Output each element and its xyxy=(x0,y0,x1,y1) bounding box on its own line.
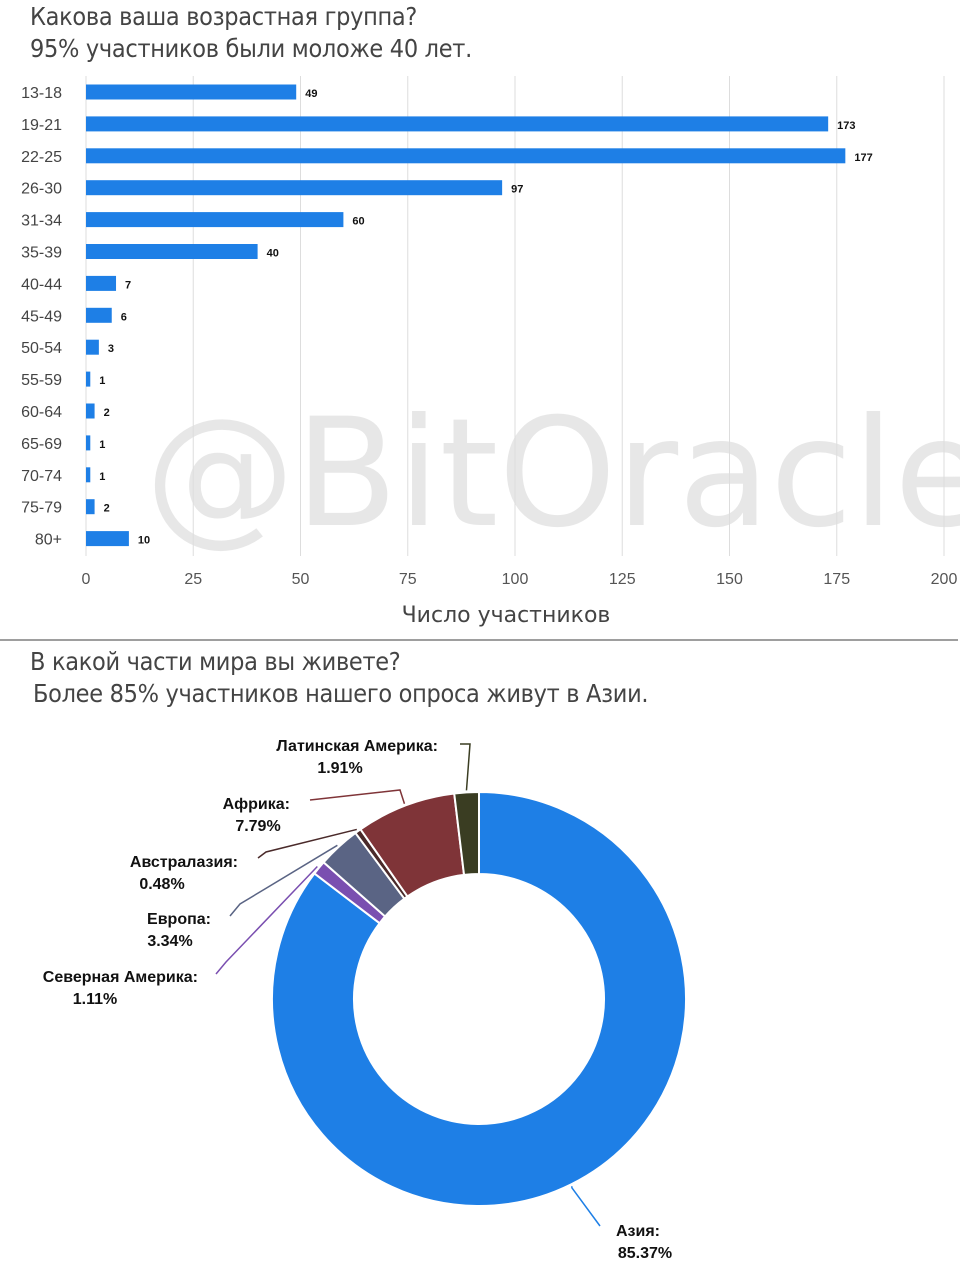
category-label: 31-34 xyxy=(21,213,62,230)
bar-value-label: 177 xyxy=(854,152,872,164)
leader-line xyxy=(309,789,406,804)
bar xyxy=(86,84,297,100)
category-label: 50-54 xyxy=(21,340,62,357)
bar-value-label: 2 xyxy=(104,407,110,419)
slice-name-label: Северная Америка: xyxy=(43,969,198,986)
category-label: 65-69 xyxy=(21,436,62,453)
bar xyxy=(86,180,503,196)
bar xyxy=(86,244,258,259)
leader-line xyxy=(215,866,318,975)
x-tick-label: 150 xyxy=(716,571,743,588)
category-label: 35-39 xyxy=(21,245,62,262)
donut-chart-title: В какой части мира вы живете? xyxy=(30,647,401,676)
bar xyxy=(86,499,95,515)
bar xyxy=(86,467,91,483)
slice-value-label: 7.79% xyxy=(235,818,280,835)
bar xyxy=(86,307,112,323)
category-label: 19-21 xyxy=(21,117,62,134)
category-label: 26-30 xyxy=(21,181,62,198)
x-tick-label: 75 xyxy=(399,571,417,588)
bar-value-label: 10 xyxy=(138,535,150,547)
slice-value-label: 0.48% xyxy=(139,876,184,893)
donut-slice xyxy=(453,790,480,877)
donut-slice xyxy=(271,790,687,1207)
x-tick-label: 175 xyxy=(823,571,850,588)
bar xyxy=(86,403,95,419)
category-label: 45-49 xyxy=(21,308,62,325)
x-tick-label: 50 xyxy=(292,571,310,588)
slice-name-label: Африка: xyxy=(223,796,290,813)
slice-value-label: 85.37% xyxy=(618,1245,672,1262)
bar-value-label: 97 xyxy=(511,184,523,196)
bar xyxy=(86,148,846,164)
slice-name-label: Латинская Америка: xyxy=(276,738,438,755)
leader-line xyxy=(229,844,338,917)
bar-value-label: 1 xyxy=(99,375,105,387)
bar-value-label: 1 xyxy=(99,439,105,451)
category-label: 60-64 xyxy=(21,404,62,421)
bar-value-label: 7 xyxy=(125,279,131,291)
bar-value-label: 3 xyxy=(108,343,114,355)
bar-value-label: 40 xyxy=(267,248,279,260)
leader-line xyxy=(460,743,471,791)
bar xyxy=(86,371,91,387)
bar xyxy=(86,212,344,228)
x-tick-label: 100 xyxy=(502,571,529,588)
watermark: @BitOracle xyxy=(145,387,960,561)
x-tick-label: 125 xyxy=(609,571,636,588)
leader-line xyxy=(570,1186,601,1227)
bar-value-label: 60 xyxy=(352,216,364,228)
bar-value-label: 6 xyxy=(121,311,127,323)
category-label: 22-25 xyxy=(21,149,62,166)
slice-name-label: Австралазия: xyxy=(130,854,238,871)
bar xyxy=(86,531,129,547)
bar-value-label: 1 xyxy=(99,471,105,483)
category-label: 40-44 xyxy=(21,276,62,293)
slice-value-label: 1.11% xyxy=(73,991,117,1008)
donut-chart-subtitle: Более 85% участников нашего опроса живут… xyxy=(33,679,649,708)
bar xyxy=(86,435,91,451)
bar-chart-title: Какова ваша возрастная группа? xyxy=(30,2,418,31)
x-tick-label: 25 xyxy=(184,571,202,588)
category-label: 55-59 xyxy=(21,372,62,389)
slice-value-label: 1.91% xyxy=(317,760,362,777)
age-bar-chart: @BitOracle 0 25 50 75 100 125 150 175 200 13-18 49 1… xyxy=(21,76,960,628)
leader-line xyxy=(257,828,357,859)
slice-name-label: Азия: xyxy=(616,1223,660,1240)
category-label: 70-74 xyxy=(21,468,62,485)
category-label: 75-79 xyxy=(21,500,62,517)
bar-value-label: 173 xyxy=(837,120,855,132)
x-axis-label: Число участников xyxy=(402,603,611,628)
category-label: 80+ xyxy=(35,532,62,549)
slice-value-label: 3.34% xyxy=(147,933,192,950)
section-divider xyxy=(0,639,958,641)
bar xyxy=(86,116,829,132)
bar-value-label: 49 xyxy=(305,88,317,100)
bar xyxy=(86,339,99,355)
category-label: 13-18 xyxy=(21,85,62,102)
slice-name-label: Европа: xyxy=(147,911,211,928)
bar-value-label: 2 xyxy=(104,503,110,515)
bar-chart-subtitle: 95% участников были моложе 40 лет. xyxy=(30,34,472,63)
x-tick-label: 200 xyxy=(931,571,958,588)
x-tick-label: 0 xyxy=(82,571,91,588)
bar xyxy=(86,275,117,291)
